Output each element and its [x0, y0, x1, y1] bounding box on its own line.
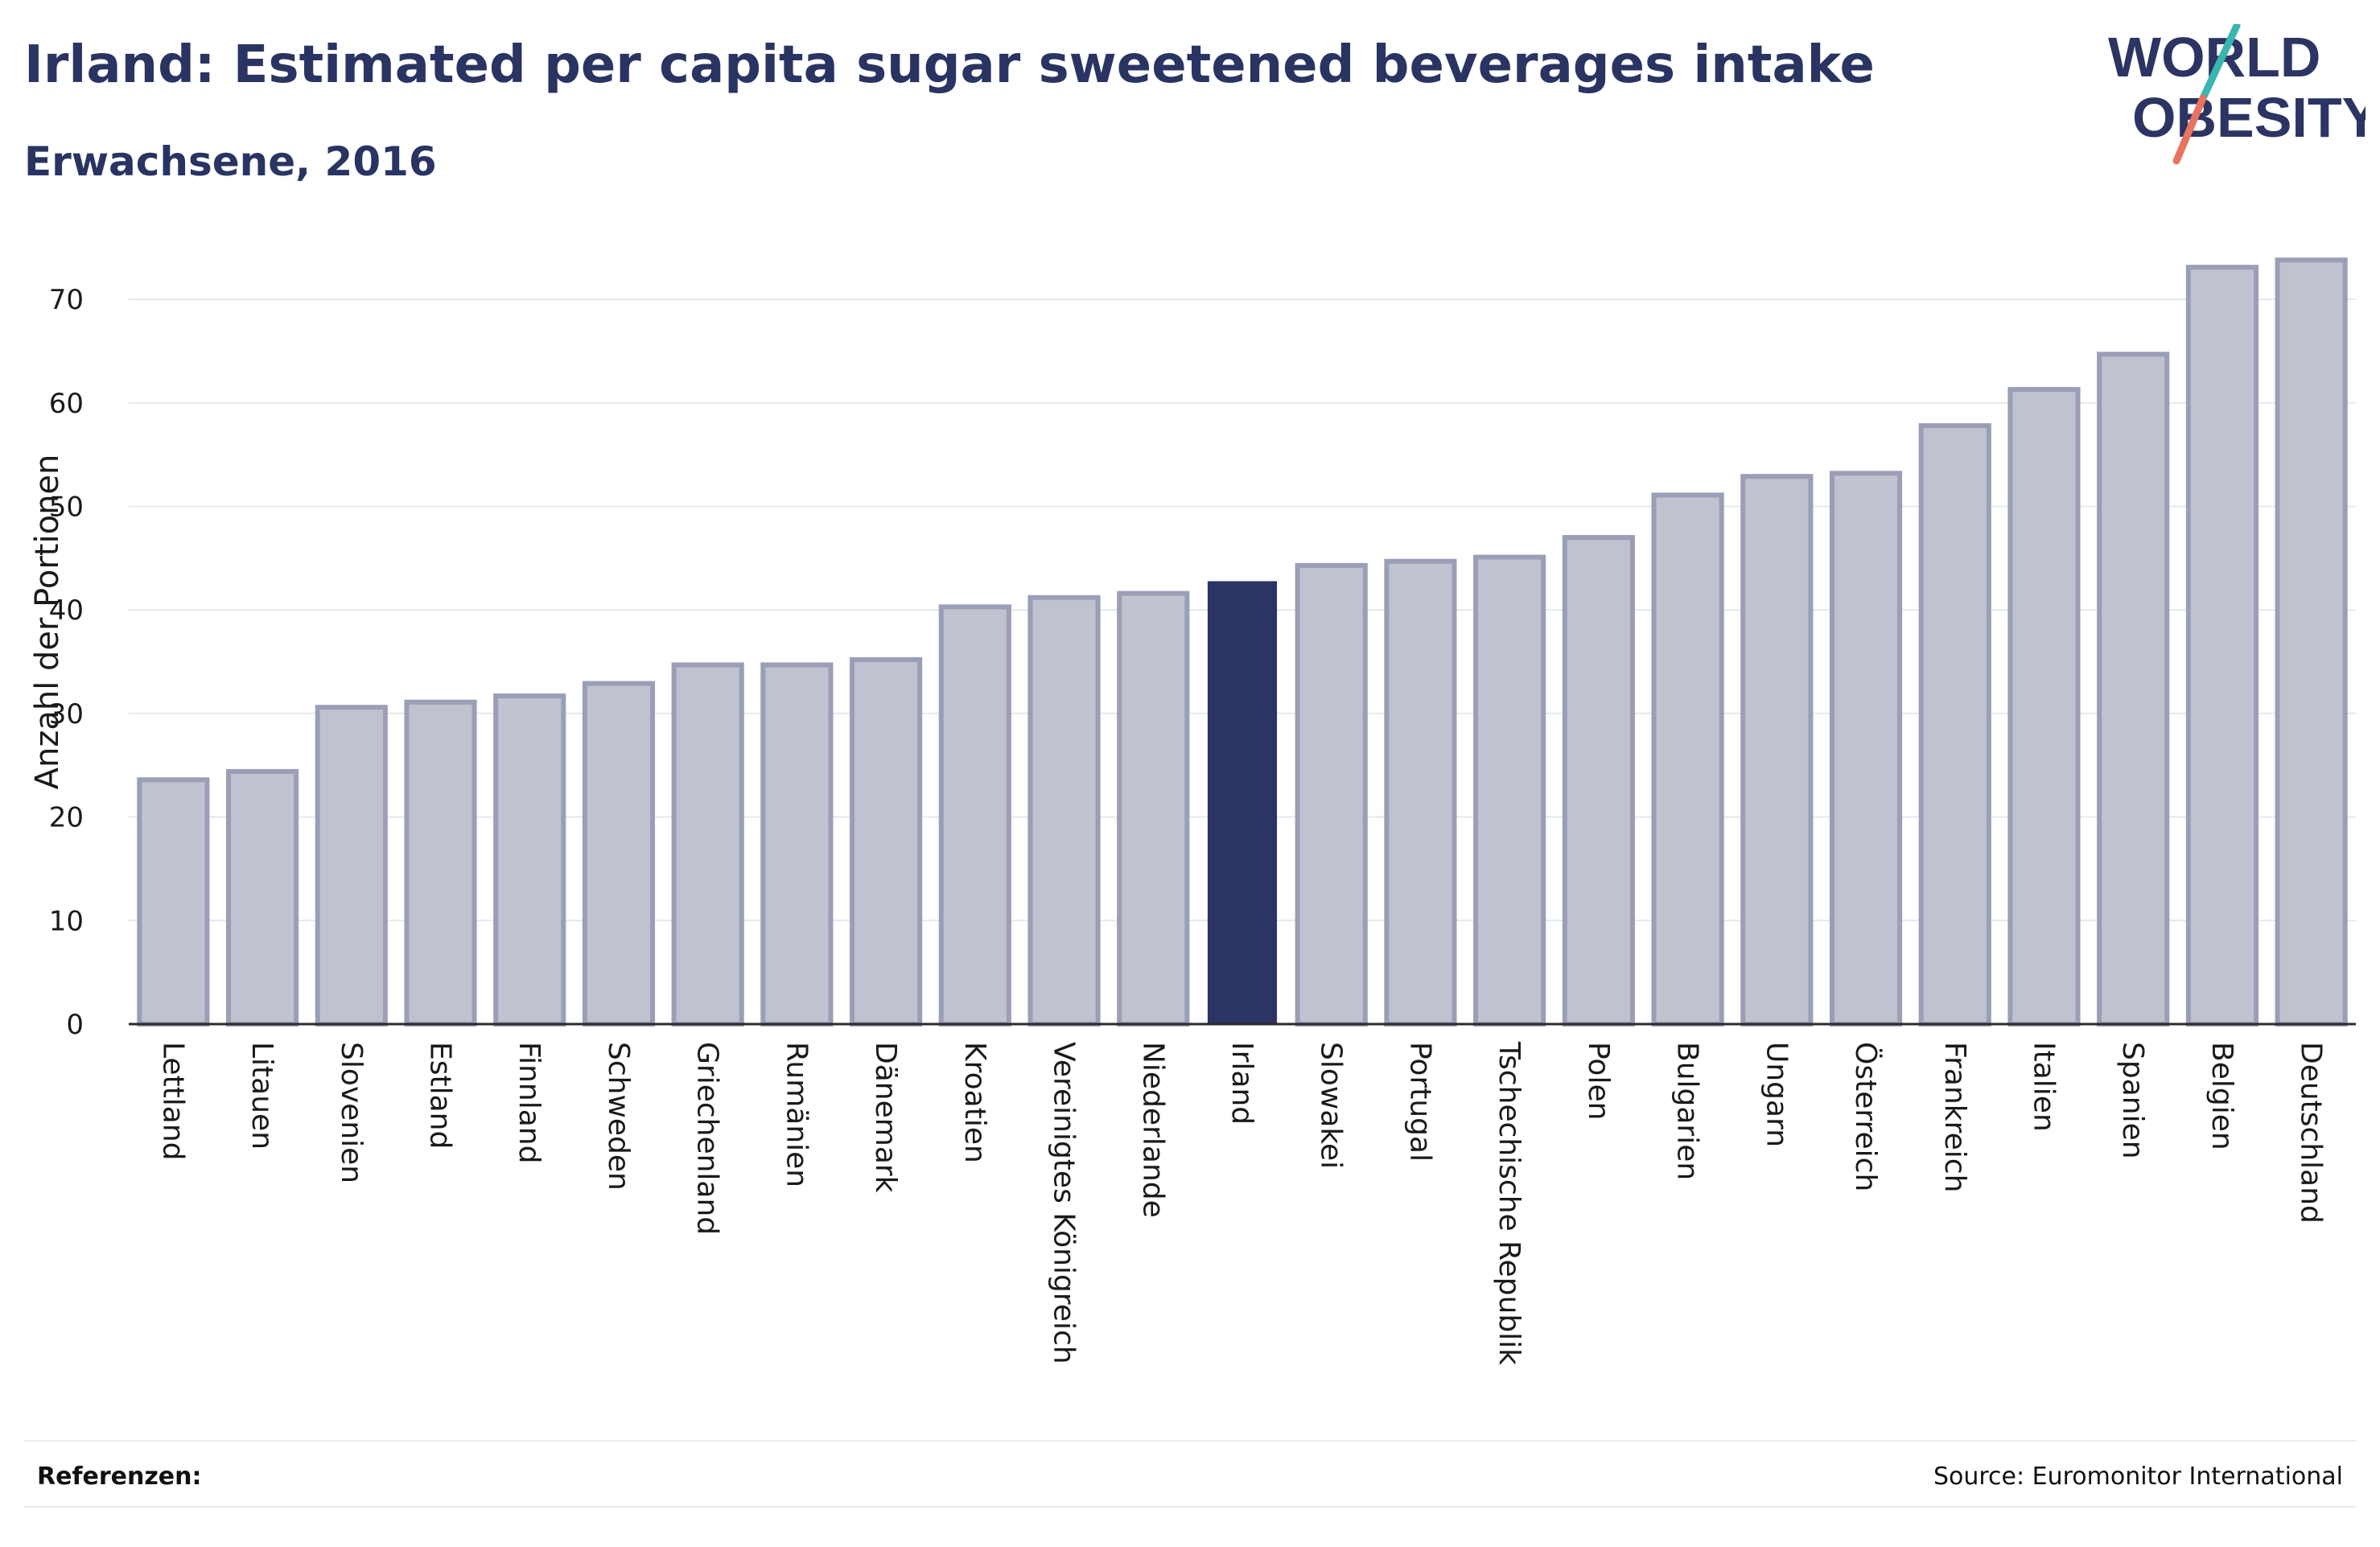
y-tick-label: 20	[49, 802, 84, 834]
x-tick-label: Kroatien	[958, 1042, 991, 1163]
bar	[938, 604, 1011, 1027]
y-tick-label: 10	[49, 905, 84, 937]
bar	[2007, 387, 2081, 1027]
y-tick-label: 0	[66, 1009, 84, 1041]
bar	[1562, 535, 1635, 1027]
x-tick-label: Tschechische Republik	[1493, 1041, 1526, 1365]
chart-title: Irland: Estimated per capita sugar sweet…	[24, 35, 1875, 95]
x-tick-label: Portugal	[1403, 1042, 1436, 1162]
x-tick-label: Schweden	[602, 1042, 635, 1191]
x-tick-label: Irland	[1225, 1042, 1258, 1125]
logo-slash-teal	[2199, 24, 2241, 102]
y-tick-label: 70	[49, 284, 84, 316]
y-tick-label: 40	[49, 595, 84, 627]
bar	[1384, 558, 1457, 1027]
x-tick-label: Lettland	[156, 1042, 189, 1161]
x-tick-label: Estland	[424, 1042, 457, 1149]
x-tick-label: Vereinigtes Königreich	[1048, 1042, 1081, 1364]
bar-chart: 0 10 20 30 40 50 60 70 Anzahl der Portionen Lettl…	[29, 257, 2356, 1365]
x-tick-label: Belgien	[2205, 1042, 2238, 1150]
x-tick-label: Polen	[1582, 1042, 1615, 1120]
bar	[850, 656, 923, 1027]
bar	[315, 705, 388, 1027]
x-tick-label: Niederlande	[1136, 1042, 1169, 1218]
bar	[493, 693, 566, 1027]
bar	[582, 681, 656, 1027]
bar	[2185, 265, 2259, 1027]
bar	[1740, 474, 1814, 1027]
bar	[404, 699, 477, 1027]
x-tick-label: Rumänien	[780, 1042, 813, 1187]
x-tick-label: Slowakei	[1315, 1042, 1348, 1169]
bar	[760, 662, 834, 1027]
bar	[1829, 471, 1903, 1027]
logo-slash-coral	[2172, 94, 2207, 165]
bar	[226, 768, 299, 1027]
x-tick-label: Italien	[2027, 1042, 2060, 1132]
x-tick-label: Bulgarien	[1671, 1042, 1704, 1180]
x-tick-label: Litauen	[245, 1042, 278, 1150]
x-tick-label: Griechenland	[691, 1042, 724, 1235]
footer-divider-top	[24, 1440, 2356, 1442]
logo-word-obesity: OBESITY	[2132, 86, 2366, 149]
x-tick-label: Deutschland	[2295, 1042, 2328, 1224]
references-label: Referenzen:	[37, 1463, 202, 1491]
chart-subtitle: Erwachsene, 2016	[24, 138, 437, 185]
y-tick-label: 60	[49, 388, 84, 420]
bar	[1207, 581, 1278, 1025]
x-tick-label: Spanien	[2116, 1042, 2149, 1159]
y-axis-label: Anzahl der Portionen	[29, 455, 66, 790]
bar	[1473, 554, 1546, 1027]
x-tick-label: Frankreich	[1938, 1042, 1971, 1192]
x-tick-label: Ungarn	[1760, 1042, 1793, 1147]
y-tick-label: 30	[49, 698, 84, 730]
source-note: Source: Euromonitor International	[1933, 1463, 2343, 1491]
bar	[1117, 590, 1190, 1027]
bar	[1027, 595, 1101, 1027]
bar	[2275, 257, 2348, 1027]
world-obesity-logo: WORLD OBESITY	[2108, 24, 2366, 165]
bar	[2097, 352, 2170, 1027]
x-tick-label: Slovenien	[335, 1042, 368, 1183]
x-tick-label: Österreich	[1849, 1042, 1883, 1191]
y-tick-label: 50	[49, 492, 84, 524]
bar	[1918, 423, 1991, 1027]
x-tick-label: Dänemark	[869, 1042, 902, 1193]
x-tick-label: Finnland	[513, 1042, 546, 1163]
bar	[137, 777, 210, 1027]
bar	[671, 662, 744, 1027]
bar	[1651, 492, 1724, 1027]
bar	[1295, 562, 1368, 1027]
footer-divider-bottom	[24, 1506, 2356, 1508]
